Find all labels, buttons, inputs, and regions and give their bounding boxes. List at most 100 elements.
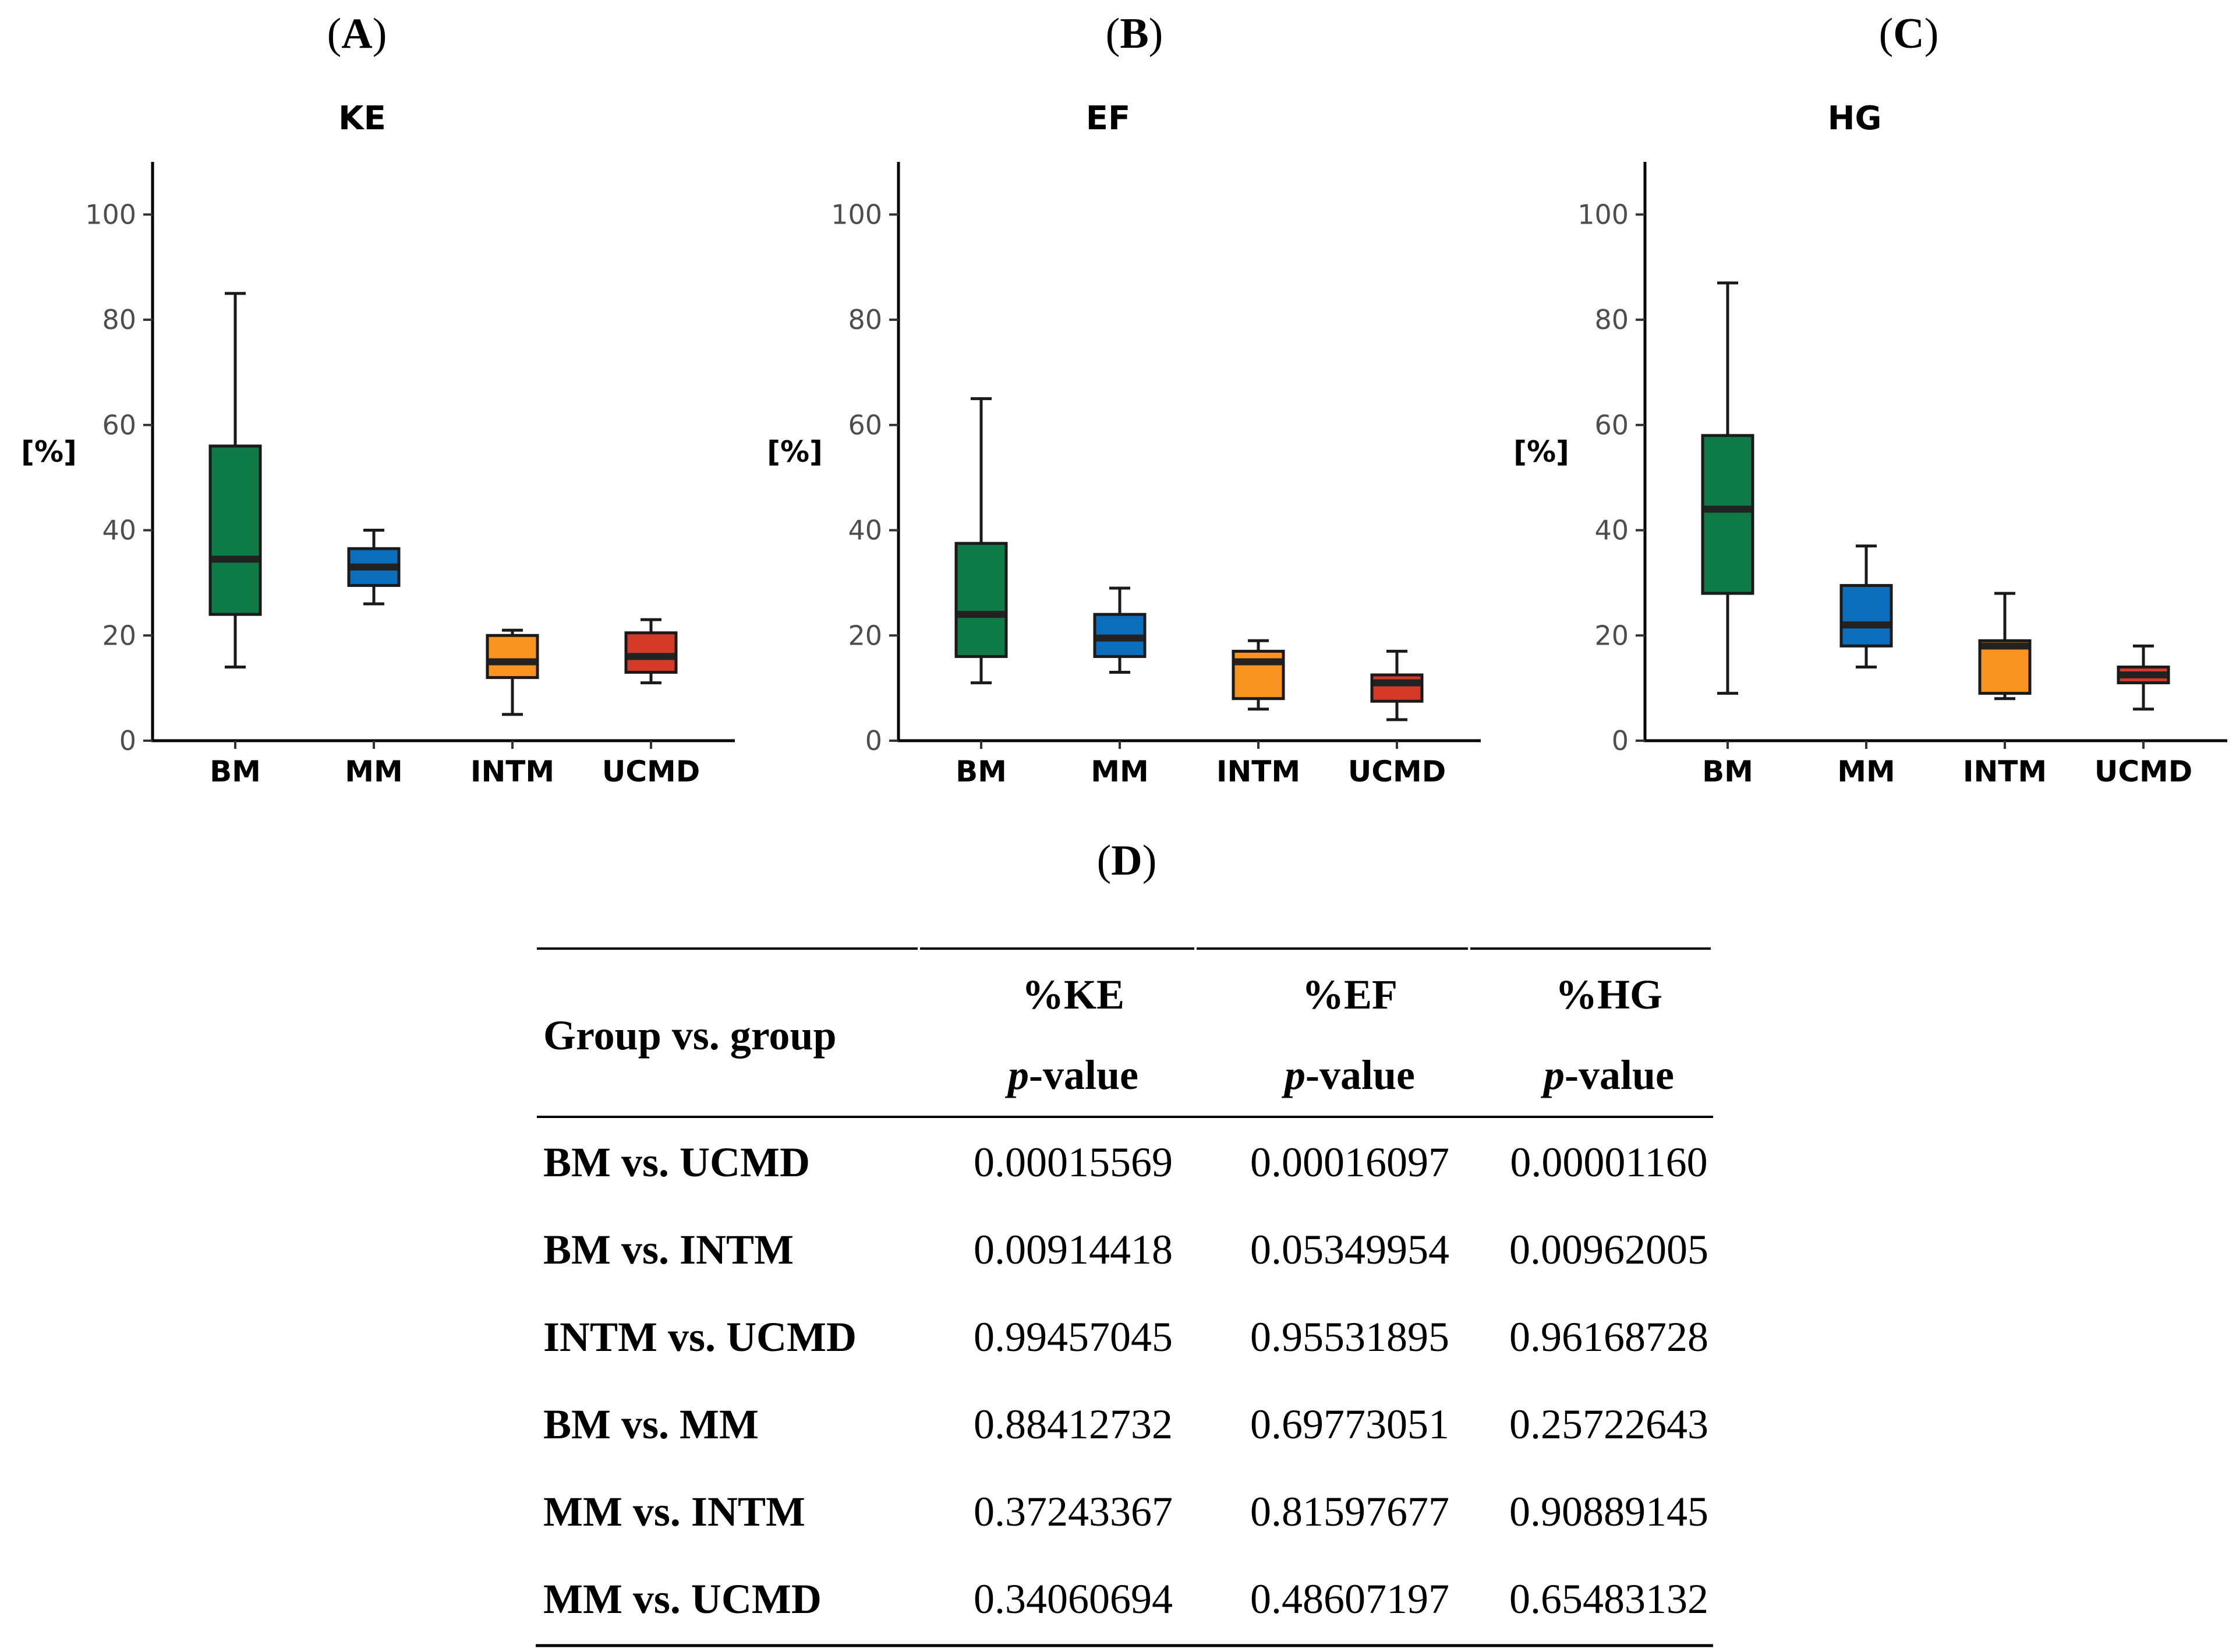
x-tick-label: INTM (470, 755, 554, 788)
x-tick-label: UCMD (602, 755, 700, 788)
table-row-label: BM vs. MM (543, 1401, 759, 1448)
y-tick-label: 100 (1577, 199, 1629, 230)
box-ucmd (624, 618, 678, 685)
y-axis-label: [%] (1513, 435, 1569, 469)
table-row: BM vs. MM 0.88412732 0.69773051 0.25722643 (543, 1401, 1708, 1448)
panel-letter-b: (B) (1106, 10, 1163, 58)
table-cell-pvalue: 0.00962005 (1509, 1226, 1708, 1273)
table-cell-pvalue: 0.00914418 (974, 1226, 1173, 1273)
table-cell-pvalue: 0.90889145 (1509, 1488, 1708, 1535)
box-mm (1093, 586, 1147, 674)
table-row: BM vs. INTM 0.00914418 0.05349954 0.0096200… (543, 1226, 1708, 1273)
chart-ke: KE 0 20 40 60 80 100 [%] BM MM INTM UCMD (21, 100, 735, 788)
y-tick-label: 60 (1594, 409, 1629, 441)
table-cell-pvalue: 0.34060694 (974, 1576, 1173, 1622)
iqr-box (1701, 434, 1754, 595)
table-header-measure: %HG (1555, 971, 1662, 1018)
x-tick-label: MM (1837, 755, 1895, 788)
table-row-label: BM vs. INTM (543, 1226, 794, 1273)
table-cell-pvalue: 0.48607197 (1250, 1576, 1449, 1622)
table-row-label: BM vs. UCMD (543, 1139, 810, 1186)
y-tick-label: 100 (831, 199, 882, 230)
panel-letter-c: (C) (1879, 10, 1939, 58)
table-header-measure: %EF (1302, 971, 1398, 1018)
x-tick-label: MM (1091, 755, 1149, 788)
box-bm (954, 397, 1008, 685)
table-cell-pvalue: 0.69773051 (1250, 1401, 1449, 1448)
x-tick-label: BM (1702, 755, 1753, 788)
y-tick-label: 20 (1594, 620, 1629, 651)
table-header-pvalue: p-value (1004, 1052, 1138, 1098)
table-row: INTM vs. UCMD 0.99457045 0.95531895 0.96168… (543, 1314, 1708, 1360)
table-header-pvalue: p-value (1540, 1052, 1674, 1098)
table-cell-pvalue: 0.37243367 (974, 1488, 1173, 1535)
table-cell-pvalue: 0.99457045 (974, 1314, 1173, 1360)
y-tick-label: 60 (848, 409, 882, 441)
y-tick-label: 80 (102, 304, 136, 335)
box-mm (1839, 544, 1893, 668)
chart-hg: HG 0 20 40 60 80 100 [%] BM MM INTM UCMD (1513, 100, 2227, 788)
x-tick-label: MM (345, 755, 403, 788)
y-tick-label: 0 (119, 725, 136, 756)
table-header-measure: %KE (1022, 971, 1124, 1018)
iqr-box (1839, 583, 1893, 648)
chart-title: EF (1086, 100, 1131, 137)
y-tick-label: 40 (102, 515, 136, 546)
table-cell-pvalue: 0.05349954 (1250, 1226, 1449, 1273)
y-axis-label: [%] (767, 435, 823, 469)
box-ucmd (2117, 644, 2170, 711)
chart-ef: EF 0 20 40 60 80 100 [%] BM MM INTM UCMD (767, 100, 1481, 788)
x-tick-label: UCMD (2095, 755, 2193, 788)
table-row: MM vs. UCMD 0.34060694 0.48607197 0.6548313… (543, 1576, 1708, 1622)
table-cell-pvalue: 0.00016097 (1250, 1139, 1449, 1186)
box-ucmd (1370, 649, 1424, 721)
iqr-box (954, 542, 1008, 658)
y-tick-label: 100 (85, 199, 136, 230)
y-tick-label: 20 (848, 620, 882, 651)
table-cell-pvalue: 0.25722643 (1509, 1401, 1708, 1448)
p-value-table: Group vs. group %KE p-value %EF p-value %HG p-… (536, 947, 1713, 1647)
y-tick-label: 60 (102, 409, 136, 441)
x-tick-label: UCMD (1348, 755, 1446, 788)
table-cell-pvalue: 0.65483132 (1509, 1576, 1708, 1622)
panel-letter-d: (D) (1097, 837, 1157, 885)
y-axis-label: [%] (21, 435, 77, 469)
x-tick-label: INTM (1963, 755, 2047, 788)
box-bm (1701, 281, 1754, 695)
y-tick-label: 0 (865, 725, 882, 756)
box-intm (1232, 639, 1285, 711)
box-bm (208, 292, 262, 668)
table-row-label: MM vs. UCMD (543, 1576, 822, 1622)
table-row: MM vs. INTM 0.37243367 0.81597677 0.9088914… (543, 1488, 1708, 1535)
table-header-group: Group vs. group (543, 1012, 837, 1059)
y-tick-label: 40 (1594, 515, 1629, 546)
table-cell-pvalue: 0.00015569 (974, 1139, 1173, 1186)
table-cell-pvalue: 0.96168728 (1509, 1314, 1708, 1360)
box-intm (486, 628, 539, 716)
y-tick-label: 80 (848, 304, 882, 335)
box-intm (1978, 592, 2032, 701)
table-cell-pvalue: 0.88412732 (974, 1401, 1173, 1448)
table-cell-pvalue: 0.00001160 (1510, 1139, 1707, 1186)
y-tick-label: 80 (1594, 304, 1629, 335)
box-mm (347, 529, 401, 606)
panel-letter-a: (A) (327, 10, 387, 58)
y-tick-label: 40 (848, 515, 882, 546)
x-tick-label: BM (210, 755, 261, 788)
chart-title: HG (1828, 100, 1882, 137)
table-row-label: INTM vs. UCMD (543, 1314, 857, 1360)
table-row: BM vs. UCMD 0.00015569 0.00016097 0.0000116… (543, 1139, 1708, 1186)
iqr-box (486, 634, 539, 680)
y-tick-label: 0 (1612, 725, 1629, 756)
iqr-box (208, 444, 262, 616)
box-plot-charts: KE 0 20 40 60 80 100 [%] BM MM INTM UCMD EF 0 20 40 60 80… (21, 100, 2227, 788)
x-tick-label: BM (956, 755, 1007, 788)
chart-title: KE (338, 100, 386, 137)
iqr-box (1370, 673, 1424, 703)
table-cell-pvalue: 0.81597677 (1250, 1488, 1449, 1535)
table-cell-pvalue: 0.95531895 (1250, 1314, 1449, 1360)
table-header-pvalue: p-value (1281, 1052, 1415, 1098)
table-row-label: MM vs. INTM (543, 1488, 805, 1535)
iqr-box (624, 631, 678, 674)
